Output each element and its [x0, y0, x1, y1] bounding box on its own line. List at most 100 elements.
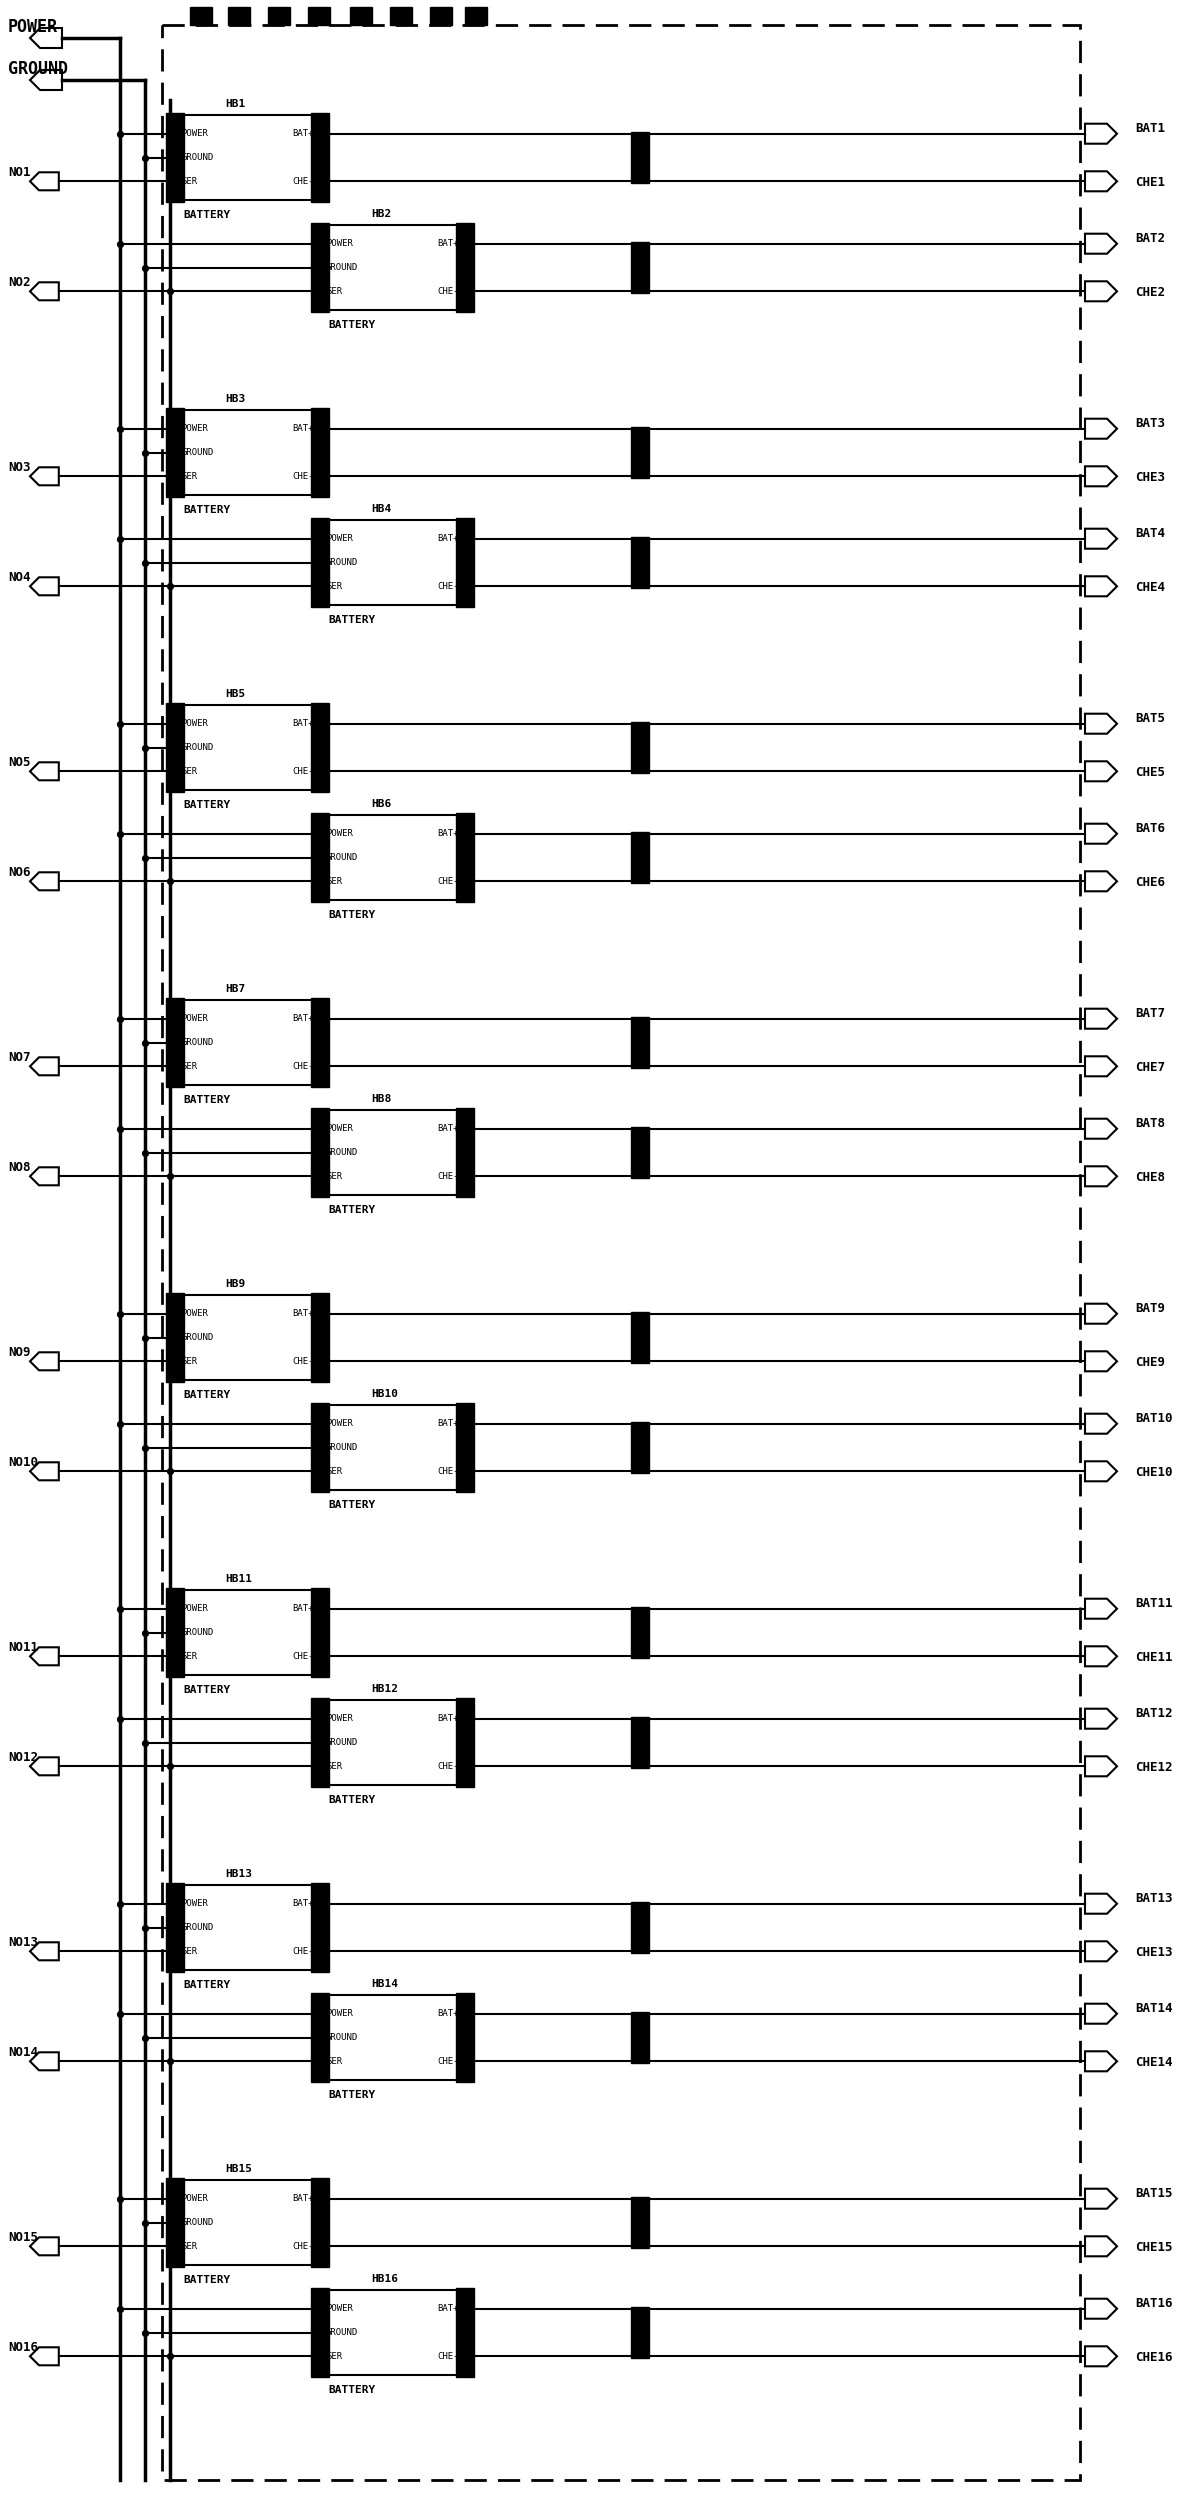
Text: SER: SER: [325, 581, 342, 591]
Text: BAT+: BAT+: [293, 1309, 313, 1319]
Text: CHE3: CHE3: [1135, 471, 1165, 483]
Text: BATTERY: BATTERY: [328, 2090, 375, 2100]
Text: GROUND: GROUND: [325, 1444, 358, 1452]
Bar: [311, 408, 329, 498]
Text: HB7: HB7: [226, 984, 246, 994]
Text: BAT+: BAT+: [437, 240, 459, 248]
Text: NO5: NO5: [8, 756, 30, 768]
Bar: [456, 2288, 474, 2378]
Text: CHE1: CHE1: [1135, 175, 1165, 190]
Text: NO16: NO16: [8, 2340, 38, 2355]
Text: CHE11: CHE11: [1135, 1652, 1172, 1664]
Bar: [311, 813, 329, 901]
Bar: [456, 518, 474, 608]
Text: CHE-: CHE-: [293, 471, 313, 481]
Text: HB13: HB13: [226, 1870, 252, 1880]
Text: BATTERY: BATTERY: [183, 801, 231, 811]
Bar: [162, 25, 1080, 2480]
Text: BATTERY: BATTERY: [328, 1204, 375, 1214]
Text: CHE12: CHE12: [1135, 1762, 1172, 1775]
Text: BAT+: BAT+: [293, 423, 313, 433]
Bar: [631, 243, 649, 293]
Text: CHE-: CHE-: [437, 1171, 459, 1181]
Text: NO10: NO10: [8, 1457, 38, 1469]
Text: CHE-: CHE-: [437, 581, 459, 591]
Text: BAT8: BAT8: [1135, 1116, 1165, 1129]
Text: BAT6: BAT6: [1135, 821, 1165, 833]
Text: CHE-: CHE-: [293, 766, 313, 776]
Text: HB12: HB12: [371, 1685, 398, 1695]
Text: HB15: HB15: [226, 2165, 252, 2175]
Text: GROUND: GROUND: [181, 153, 214, 163]
Bar: [465, 8, 486, 25]
Text: HB16: HB16: [371, 2275, 398, 2285]
Text: SER: SER: [181, 1061, 197, 1071]
Bar: [456, 1404, 474, 1492]
Text: CHE-: CHE-: [437, 2353, 459, 2360]
Text: CHE-: CHE-: [293, 178, 313, 185]
Text: CHE-: CHE-: [437, 2057, 459, 2065]
Bar: [311, 1882, 329, 1972]
Text: GROUND: GROUND: [181, 1334, 214, 1342]
Text: BAT2: BAT2: [1135, 233, 1165, 245]
Text: POWER: POWER: [181, 1900, 208, 1907]
Bar: [631, 831, 649, 884]
Bar: [311, 113, 329, 203]
Text: GROUND: GROUND: [325, 1149, 358, 1156]
Text: GROUND: GROUND: [325, 2328, 358, 2338]
Bar: [456, 813, 474, 901]
Bar: [319, 1700, 465, 1785]
Text: GROUND: GROUND: [181, 1039, 214, 1046]
Text: SER: SER: [325, 1467, 342, 1477]
Text: CHE9: CHE9: [1135, 1357, 1165, 1369]
Text: CHE-: CHE-: [437, 876, 459, 886]
Text: BATTERY: BATTERY: [328, 1499, 375, 1509]
Text: GROUND: GROUND: [181, 448, 214, 458]
Text: GROUND: GROUND: [325, 2032, 358, 2042]
Text: BAT+: BAT+: [437, 2305, 459, 2313]
Text: POWER: POWER: [325, 828, 353, 839]
Bar: [311, 223, 329, 313]
Text: BAT+: BAT+: [293, 2195, 313, 2203]
Text: SER: SER: [325, 288, 342, 295]
Bar: [319, 225, 465, 310]
Bar: [631, 1717, 649, 1767]
Bar: [311, 1404, 329, 1492]
Bar: [166, 113, 184, 203]
Text: HB8: HB8: [371, 1094, 392, 1104]
Text: GROUND: GROUND: [325, 1737, 358, 1747]
Bar: [319, 2290, 465, 2375]
Text: BAT3: BAT3: [1135, 415, 1165, 431]
Text: CHE7: CHE7: [1135, 1061, 1165, 1074]
Bar: [268, 8, 289, 25]
Text: CHE-: CHE-: [437, 1762, 459, 1770]
Bar: [631, 2308, 649, 2358]
Text: CHE6: CHE6: [1135, 876, 1165, 889]
Text: BAT+: BAT+: [437, 828, 459, 839]
Text: HB11: HB11: [226, 1574, 252, 1584]
Bar: [166, 1294, 184, 1382]
Text: POWER: POWER: [325, 2010, 353, 2017]
Bar: [631, 2198, 649, 2248]
Text: CHE-: CHE-: [437, 1467, 459, 1477]
Text: BAT15: BAT15: [1135, 2188, 1172, 2200]
Text: GROUND: GROUND: [181, 1922, 214, 1932]
Text: BATTERY: BATTERY: [183, 506, 231, 516]
Text: BAT11: BAT11: [1135, 1597, 1172, 1609]
Bar: [456, 1109, 474, 1196]
Bar: [631, 1126, 649, 1179]
Text: HB10: HB10: [371, 1389, 398, 1399]
Text: CHE2: CHE2: [1135, 285, 1165, 300]
Bar: [166, 703, 184, 791]
Bar: [430, 8, 452, 25]
Bar: [390, 8, 412, 25]
Text: NO11: NO11: [8, 1642, 38, 1654]
Bar: [319, 816, 465, 901]
Text: GROUND: GROUND: [181, 2218, 214, 2228]
Bar: [190, 8, 213, 25]
Text: BAT+: BAT+: [293, 1900, 313, 1907]
Bar: [456, 1697, 474, 1787]
Text: POWER: POWER: [8, 18, 58, 35]
Text: POWER: POWER: [181, 2195, 208, 2203]
Bar: [175, 706, 319, 791]
